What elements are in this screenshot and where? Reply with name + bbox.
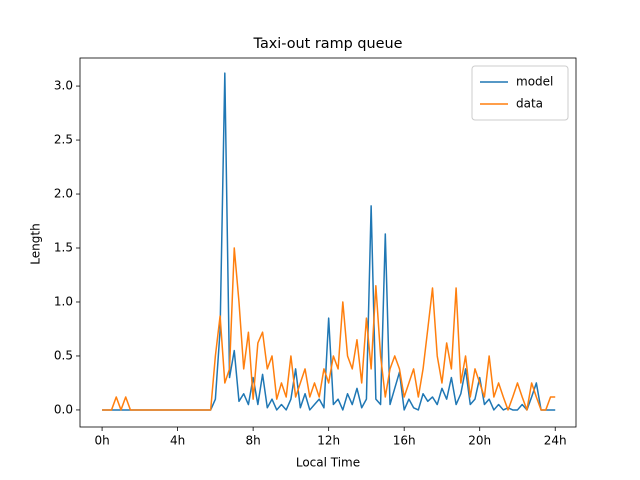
y-axis-label: Length bbox=[29, 223, 43, 264]
chart-title: Taxi-out ramp queue bbox=[253, 36, 403, 52]
legend-label: model bbox=[516, 75, 553, 89]
x-tick-label: 16h bbox=[393, 434, 416, 448]
y-tick-label: 3.0 bbox=[54, 79, 73, 93]
y-tick-label: 2.0 bbox=[54, 187, 73, 201]
x-tick-label: 4h bbox=[170, 434, 185, 448]
x-tick-label: 12h bbox=[317, 434, 340, 448]
x-axis-label: Local Time bbox=[296, 456, 360, 470]
x-tick-label: 8h bbox=[246, 434, 261, 448]
x-tick-label: 20h bbox=[468, 434, 491, 448]
legend-label: data bbox=[516, 97, 543, 111]
plot-frame bbox=[79, 57, 577, 428]
series-line bbox=[102, 247, 556, 411]
x-tick-label: 0h bbox=[94, 434, 109, 448]
y-tick-label: 2.5 bbox=[54, 133, 73, 147]
y-tick-label: 0.5 bbox=[54, 348, 73, 362]
y-tick-label: 1.5 bbox=[54, 241, 73, 255]
y-tick-label: 0.0 bbox=[54, 402, 73, 416]
y-tick-label: 1.0 bbox=[54, 294, 73, 308]
legend-box bbox=[471, 65, 569, 121]
x-tick-label: 24h bbox=[544, 434, 567, 448]
